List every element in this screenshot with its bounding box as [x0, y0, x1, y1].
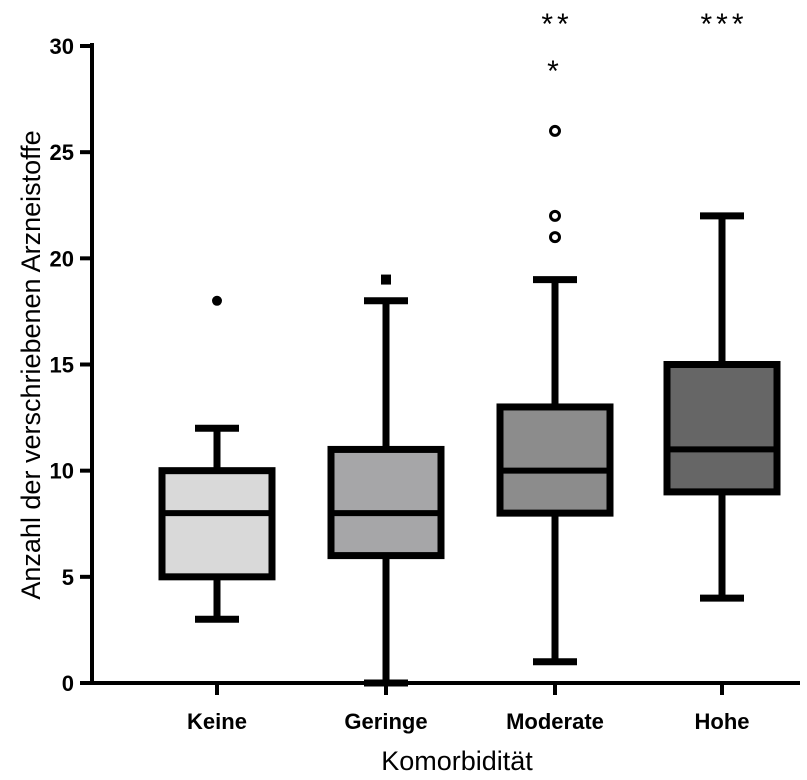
iqr-box	[496, 403, 614, 517]
y-tick-label: 25	[50, 140, 74, 165]
outlier-point	[549, 231, 561, 244]
axes: 0 5 10 15 20 25 30 Keine Geringe Moderate Hohe	[50, 34, 800, 734]
y-tick-label: 30	[50, 34, 74, 59]
y-tick-label: 0	[62, 671, 74, 696]
outlier-point	[549, 124, 561, 137]
y-tick-label: 15	[50, 353, 74, 378]
significance-label: ***	[700, 8, 747, 41]
x-tick-label: Geringe	[344, 709, 427, 734]
outlier-point	[381, 274, 391, 285]
iqr-box	[663, 361, 781, 496]
extreme-outlier-asterisk: *	[547, 55, 563, 88]
outlier-point	[212, 295, 222, 306]
boxes: *** ***	[158, 8, 781, 687]
box-group-hohe: ***	[663, 8, 781, 602]
box-group-keine	[158, 295, 276, 623]
y-tick-label: 20	[50, 246, 74, 271]
outlier-point	[549, 209, 561, 222]
x-tick-label: Keine	[187, 709, 247, 734]
x-axis-title: Komorbidität	[381, 746, 533, 776]
box-group-moderate: ***	[496, 8, 614, 666]
x-tick-label: Moderate	[506, 709, 604, 734]
significance-label: **	[541, 8, 572, 41]
y-tick-label: 10	[50, 459, 74, 484]
iqr-box	[158, 467, 276, 581]
labels: Komorbidität Anzahl der verschriebenen A…	[16, 130, 533, 776]
box-group-geringe	[327, 274, 445, 687]
y-axis-title: Anzahl der verschriebenen Arzneistoffe	[16, 130, 46, 599]
iqr-box	[327, 445, 445, 560]
x-tick-label: Hohe	[695, 709, 750, 734]
y-tick-label: 5	[62, 565, 74, 590]
